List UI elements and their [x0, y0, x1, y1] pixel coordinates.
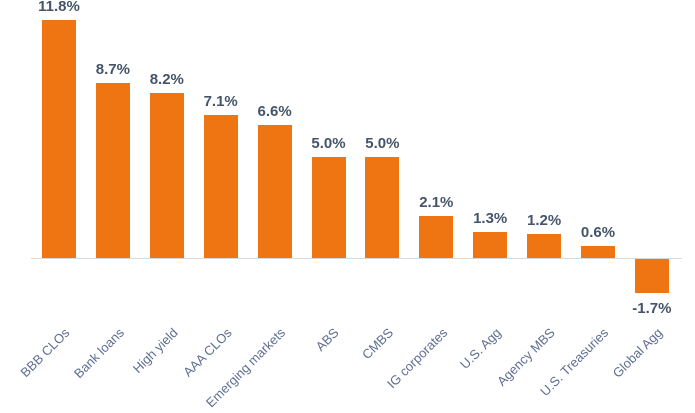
- bar-value-label: 8.2%: [149, 70, 184, 88]
- bar-value-label: 6.6%: [257, 102, 292, 120]
- bar: [311, 157, 346, 258]
- bar-value-label: 7.1%: [203, 92, 238, 110]
- bar-value-label: 11.8%: [38, 0, 80, 15]
- bar: [42, 20, 76, 258]
- category-label: AAA CLOs: [179, 325, 235, 380]
- bar: [203, 114, 238, 258]
- category-label: U.S. Agg: [456, 325, 504, 372]
- bar: [527, 233, 562, 258]
- category-label: Bank loans: [70, 325, 127, 382]
- bar: [419, 215, 454, 258]
- bar-value-label: 5.0%: [311, 135, 346, 153]
- bar: [365, 157, 400, 258]
- bar-value-label: 5.0%: [365, 135, 400, 153]
- bar-value-label: 0.6%: [580, 223, 616, 241]
- bar: [257, 124, 292, 258]
- bar-value-label: 8.7%: [95, 60, 130, 78]
- bar: [149, 92, 184, 258]
- x-axis-line: [31, 258, 682, 259]
- category-label: BBB CLOs: [17, 325, 73, 381]
- bar: [581, 245, 615, 258]
- bar-value-label: -1.7%: [632, 300, 672, 318]
- bar-value-label: 2.1%: [419, 193, 454, 211]
- category-label: CMBS: [358, 325, 397, 363]
- bar-value-label: 1.2%: [526, 211, 562, 229]
- bar: [473, 231, 508, 258]
- category-label: Global Agg: [609, 325, 666, 381]
- bar: [634, 259, 669, 294]
- bar: [95, 82, 130, 258]
- category-label: ABS: [313, 325, 343, 355]
- bar-value-label: 1.3%: [473, 209, 508, 227]
- category-label: High yield: [129, 325, 181, 376]
